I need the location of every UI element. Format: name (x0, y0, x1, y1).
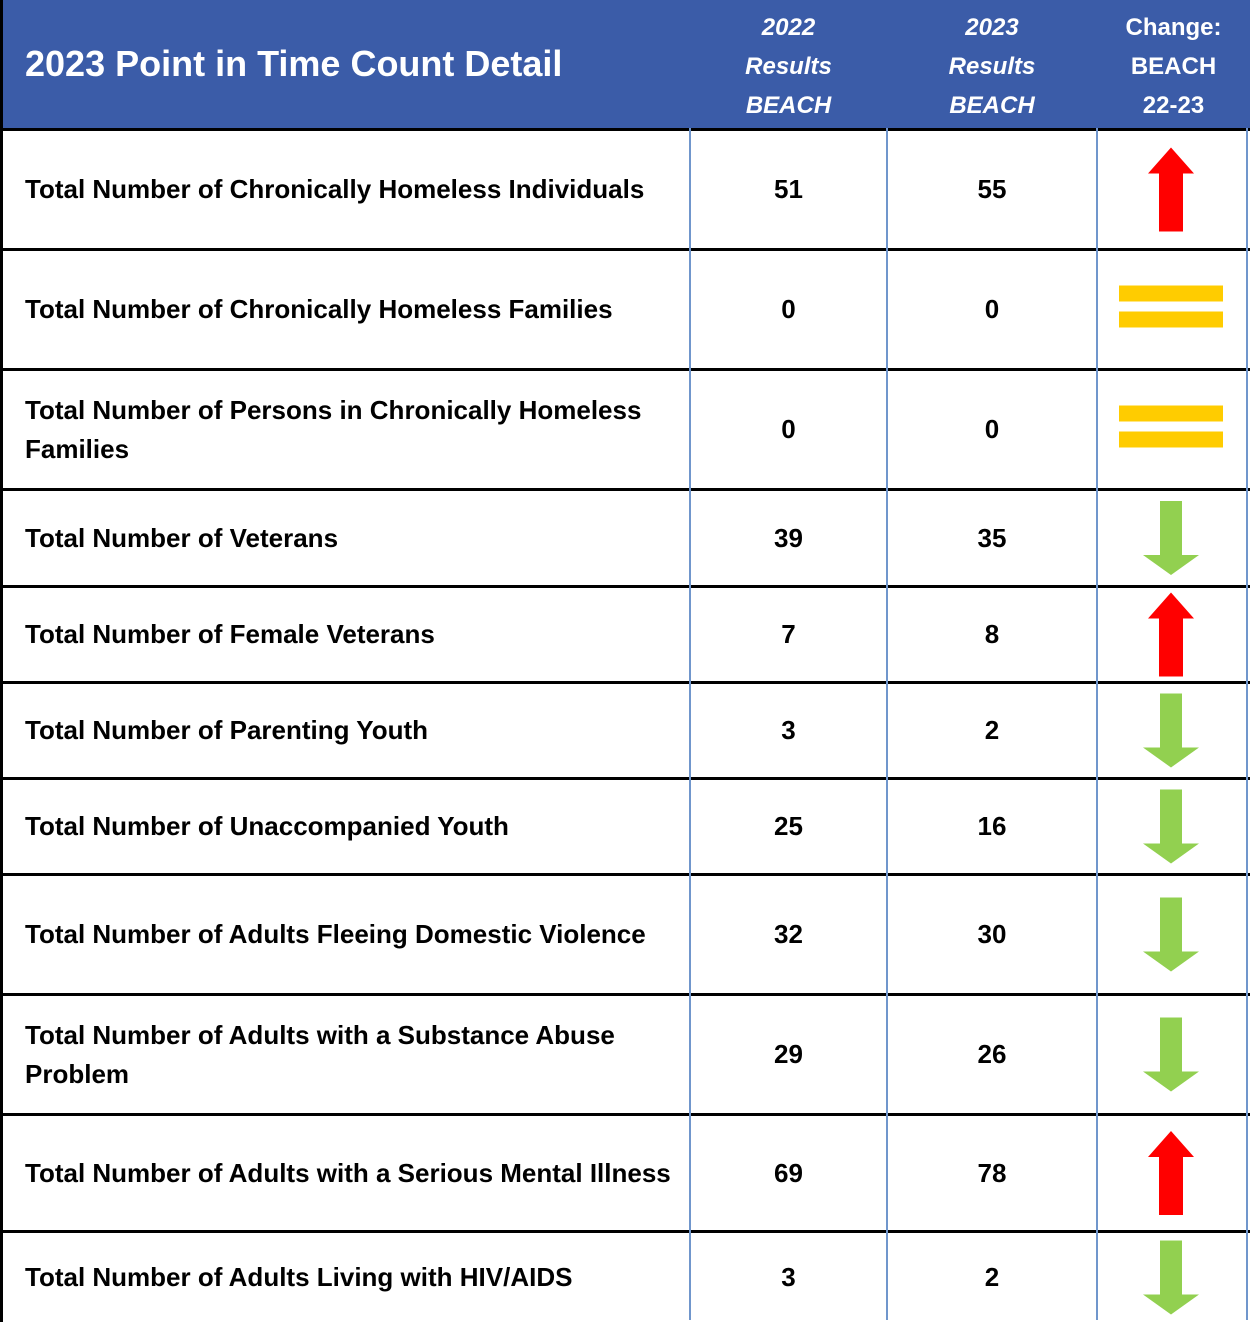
value-2023: 0 (984, 414, 1000, 444)
value-2023: 16 (977, 811, 1007, 841)
change-icon (1119, 405, 1223, 448)
value-2023: 55 (977, 174, 1007, 204)
column-header-line: 2023 (965, 14, 1019, 41)
value-2022: 7 (781, 619, 796, 649)
header: 2023 Point in Time Count Detail 2022 Resu… (0, 0, 1250, 128)
change-shape (1119, 431, 1223, 448)
table-row: Total Number of Persons in Chronically H… (0, 368, 1250, 488)
value-2023: 2 (984, 1262, 1000, 1292)
change-shape (1143, 789, 1199, 864)
column-divider (689, 128, 691, 1320)
value-2022: 69 (774, 1157, 803, 1188)
value-2023: 2 (984, 715, 1000, 745)
row-label: Total Number of Unaccompanied Youth (25, 811, 509, 841)
title: 2023 Point in Time Count Detail (25, 43, 563, 84)
value-2022: 39 (774, 522, 803, 553)
row-label: Total Number of Adults Living with HIV/A… (25, 1262, 573, 1292)
row-label: Total Number of Persons in Chronically H… (25, 394, 642, 464)
table-row: Total Number of Female Veterans 7 8 (0, 585, 1250, 681)
change-shape (1143, 1240, 1199, 1315)
column-header: 2022 Results BEACH (690, 8, 887, 125)
value-2022: 3 (781, 1262, 796, 1292)
column-header-line: BEACH (1130, 53, 1217, 80)
row-label: Total Number of Adults with a Substance … (25, 1019, 615, 1089)
table-row: Total Number of Adults with a Serious Me… (0, 1113, 1250, 1230)
table-row: Total Number of Adults with a Substance … (0, 993, 1250, 1113)
change-shape (1119, 405, 1223, 422)
value-2023: 78 (977, 1157, 1007, 1188)
column-header-line: Results (948, 53, 1036, 80)
value-2022: 29 (774, 1039, 803, 1069)
row-label: Total Number of Adults Fleeing Domestic … (25, 919, 646, 949)
value-2023: 35 (977, 522, 1007, 553)
change-shape (1148, 1131, 1194, 1215)
column-divider (886, 128, 888, 1320)
change-icon (1143, 1240, 1199, 1315)
column-header-line: 2022 (761, 14, 816, 41)
table-row: Total Number of Parenting Youth 3 2 (0, 681, 1250, 777)
value-2023: 0 (984, 294, 1000, 324)
value-2023: 30 (977, 919, 1007, 949)
change-icon (1143, 897, 1199, 972)
table-row: Total Number of Veterans 39 35 (0, 488, 1250, 585)
value-2022: 25 (774, 811, 803, 841)
row-label: Total Number of Parenting Youth (25, 715, 428, 745)
change-icon (1143, 693, 1199, 768)
column-header-line: Change: (1125, 14, 1222, 41)
value-2023: 8 (984, 619, 1000, 649)
row-label: Total Number of Chronically Homeless Fam… (25, 294, 613, 324)
change-icon (1143, 1017, 1199, 1092)
change-icon (1148, 592, 1194, 677)
change-icon (1148, 1131, 1194, 1215)
change-shape (1143, 693, 1199, 768)
row-label: Total Number of Veterans (25, 522, 339, 553)
value-2022: 51 (774, 174, 803, 204)
row-label: Total Number of Adults with a Serious Me… (25, 1157, 671, 1188)
change-shape (1148, 592, 1194, 677)
change-icon (1119, 285, 1223, 328)
table-row: Total Number of Adults Living with HIV/A… (0, 1230, 1250, 1322)
row-label: Total Number of Female Veterans (25, 619, 435, 649)
value-2022: 32 (774, 919, 803, 949)
value-2022: 0 (781, 294, 796, 324)
column-header-line: BEACH (949, 92, 1035, 119)
column-header-line: BEACH (745, 92, 832, 119)
change-shape (1143, 1017, 1199, 1092)
change-shape (1119, 311, 1223, 328)
change-shape (1143, 501, 1199, 575)
column-header-line: Results (745, 53, 832, 80)
change-shape (1143, 897, 1199, 972)
column-header: 2023 Results BEACH (887, 8, 1097, 125)
table-row: Total Number of Unaccompanied Youth 25 16 (0, 777, 1250, 873)
column-divider (1096, 128, 1098, 1320)
table-row: Total Number of Chronically Homeless Fam… (0, 248, 1250, 368)
value-2022: 3 (781, 715, 796, 745)
value-2022: 0 (781, 414, 796, 444)
change-shape (1119, 285, 1223, 302)
column-divider (1246, 128, 1248, 1320)
column-header-line: 22-23 (1142, 92, 1205, 119)
change-icon (1148, 147, 1194, 232)
change-icon (1143, 789, 1199, 864)
row-label: Total Number of Chronically Homeless Ind… (25, 174, 645, 204)
table-row: Total Number of Chronically Homeless Ind… (0, 128, 1250, 248)
change-icon (1143, 501, 1199, 575)
change-shape (1148, 147, 1194, 232)
value-2023: 26 (977, 1039, 1007, 1069)
table-row: Total Number of Adults Fleeing Domestic … (0, 873, 1250, 993)
column-header: Change: BEACH 22-23 (1097, 8, 1250, 125)
